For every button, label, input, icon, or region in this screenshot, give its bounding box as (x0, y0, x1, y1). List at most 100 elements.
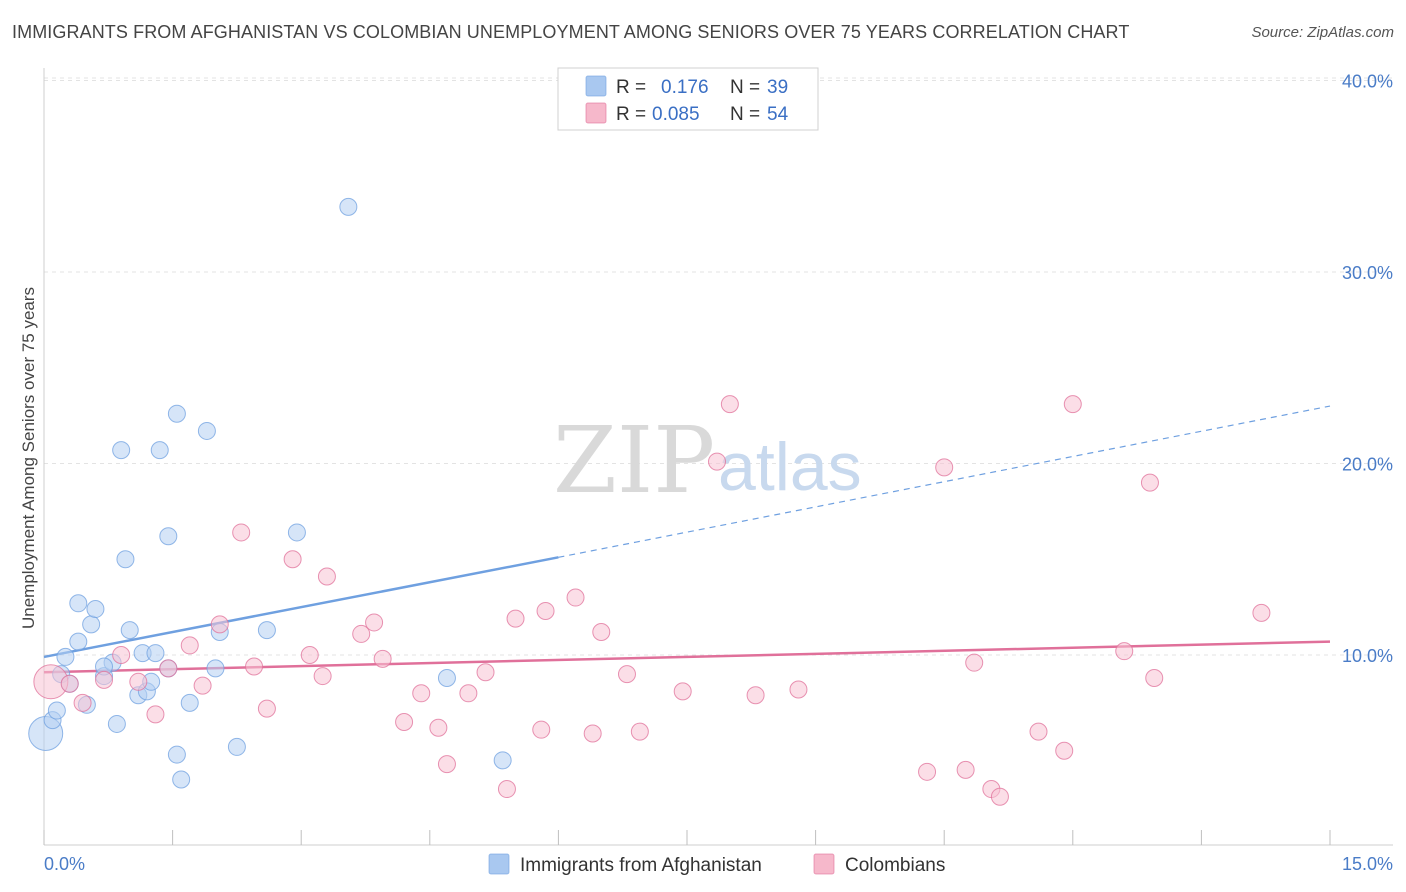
trend-line-afghanistan (43, 556, 559, 659)
legend-swatch-afghanistan (585, 75, 607, 97)
data-point-afghanistan (159, 527, 178, 546)
data-point-colombians (1055, 741, 1074, 760)
data-point-colombians (73, 693, 92, 712)
data-point-afghanistan (206, 659, 225, 678)
y-tick-labels: 10.0% 20.0% 30.0% 40.0% (1342, 72, 1393, 667)
y-tick-label: 10.0% (1342, 646, 1393, 666)
data-point-colombians (536, 601, 555, 620)
data-point-colombians (159, 659, 178, 678)
data-points (28, 197, 1271, 806)
data-point-colombians (532, 720, 551, 739)
axes (43, 68, 1393, 846)
data-point-colombians (395, 713, 414, 732)
data-point-colombians (935, 458, 954, 477)
data-point-colombians (129, 672, 148, 691)
source-label: Source: ZipAtlas.com (1251, 24, 1394, 41)
legend-r-value-afghanistan: 0.176 (661, 77, 709, 98)
bottom-legend-swatch-afghanistan (488, 853, 510, 875)
x-tick-labels: 0.0% 15.0% (44, 854, 1393, 874)
data-point-colombians (352, 624, 371, 643)
data-point-colombians (459, 684, 478, 703)
data-point-colombians (673, 682, 692, 701)
data-point-colombians (365, 613, 384, 632)
data-point-colombians (193, 676, 212, 695)
data-point-colombians (1063, 395, 1082, 414)
legend-r-value-colombians: 0.085 (652, 104, 700, 125)
data-point-colombians (476, 663, 495, 682)
watermark-atlas: atlas (718, 429, 862, 505)
legend-r-label-colombians: R = (616, 104, 646, 125)
data-point-colombians (232, 523, 251, 542)
data-point-colombians (720, 395, 739, 414)
data-point-colombians (1252, 603, 1271, 622)
data-point-colombians (506, 609, 525, 628)
chart-title: IMMIGRANTS FROM AFGHANISTAN VS COLOMBIAN… (12, 22, 1130, 42)
data-point-colombians (1140, 473, 1159, 492)
y-tick-label: 30.0% (1342, 263, 1393, 283)
data-point-colombians (210, 615, 229, 634)
data-point-afghanistan (167, 745, 186, 764)
data-point-colombians (583, 724, 602, 743)
data-point-colombians (283, 550, 302, 569)
legend-n-value-afghanistan: 39 (767, 77, 788, 98)
data-point-afghanistan (167, 404, 186, 423)
data-point-afghanistan (287, 523, 306, 542)
data-point-afghanistan (197, 421, 216, 440)
y-axis-label: Unemployment Among Seniors over 75 years (19, 287, 38, 629)
data-point-afghanistan (116, 550, 135, 569)
legend-n-value-colombians: 54 (767, 104, 789, 125)
data-point-afghanistan (120, 621, 139, 640)
data-point-colombians (617, 665, 636, 684)
grid (44, 77, 1393, 656)
data-point-colombians (437, 755, 456, 774)
data-point-colombians (497, 780, 516, 799)
data-point-afghanistan (339, 197, 358, 216)
legend-n-label-afghanistan: N = (730, 77, 760, 98)
data-point-colombians (1145, 668, 1164, 687)
data-point-colombians (146, 705, 165, 724)
bottom-legend-label-afghanistan: Immigrants from Afghanistan (520, 855, 762, 876)
data-point-colombians (592, 623, 611, 642)
data-point-colombians (60, 674, 79, 693)
data-point-afghanistan (437, 668, 456, 687)
data-point-colombians (789, 680, 808, 699)
data-point-afghanistan (493, 751, 512, 770)
data-point-colombians (918, 762, 937, 781)
data-point-afghanistan (86, 600, 105, 619)
watermark: ZIP atlas (553, 407, 862, 514)
x-tick-label-min: 0.0% (44, 854, 85, 874)
data-point-colombians (990, 787, 1009, 806)
data-point-colombians (1115, 642, 1134, 661)
data-point-colombians (412, 684, 431, 703)
data-point-afghanistan (82, 615, 101, 634)
data-point-colombians (965, 653, 984, 672)
data-point-afghanistan (69, 594, 88, 613)
data-point-colombians (746, 686, 765, 705)
data-point-afghanistan (69, 632, 88, 651)
y-tick-label: 40.0% (1342, 72, 1393, 92)
trend-line-colombians (43, 640, 1331, 674)
data-point-afghanistan (180, 693, 199, 712)
legend-swatch-colombians (585, 102, 607, 124)
data-point-afghanistan (172, 770, 191, 789)
x-tick-label-max: 15.0% (1342, 854, 1393, 874)
data-point-colombians (630, 722, 649, 741)
data-point-colombians (257, 699, 276, 718)
data-point-afghanistan (227, 737, 246, 756)
y-tick-label: 20.0% (1342, 455, 1393, 475)
data-point-afghanistan (47, 701, 66, 720)
data-point-colombians (708, 452, 727, 471)
data-point-colombians (1029, 722, 1048, 741)
bottom-legend-swatch-colombians (813, 853, 835, 875)
data-point-afghanistan (56, 647, 75, 666)
data-point-afghanistan (112, 441, 131, 460)
data-point-colombians (566, 588, 585, 607)
data-point-colombians (956, 760, 975, 779)
data-point-afghanistan (146, 644, 165, 663)
data-point-colombians (180, 636, 199, 655)
data-point-colombians (95, 670, 114, 689)
bottom-legend-label-colombians: Colombians (845, 855, 945, 876)
legend-n-label-colombians: N = (730, 104, 760, 125)
watermark-zip: ZIP (553, 407, 715, 514)
